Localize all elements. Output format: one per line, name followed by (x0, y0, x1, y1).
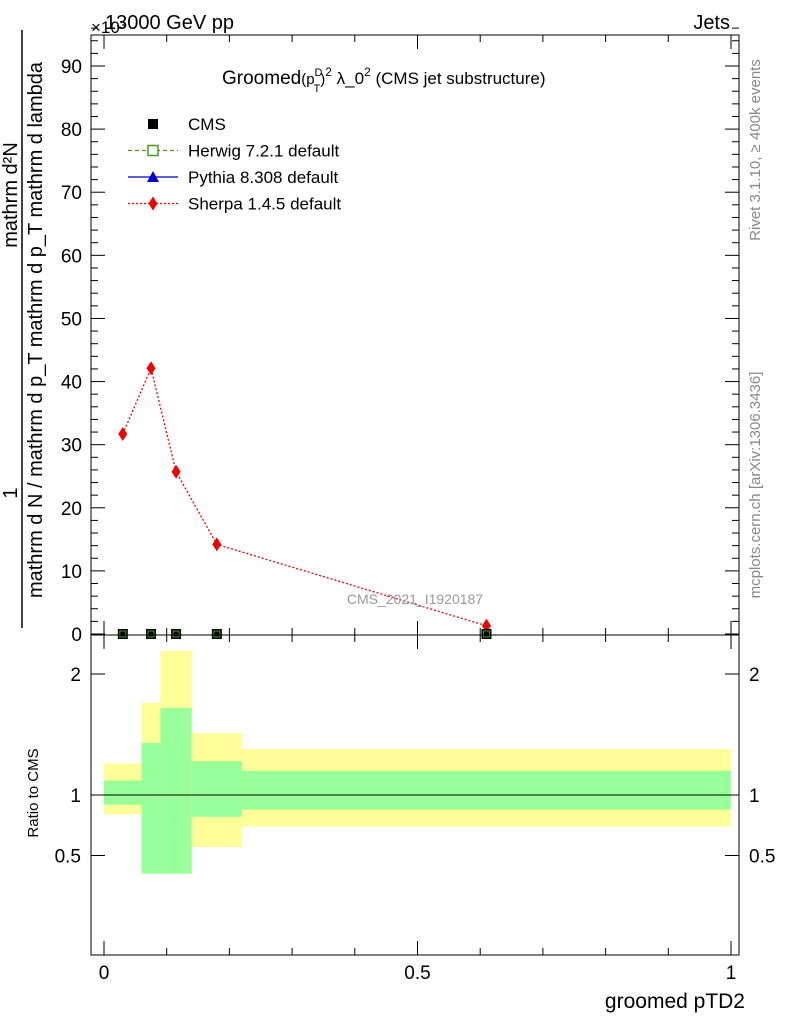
legend-marker-pythia (147, 171, 159, 182)
ratio-y-tick-label: 2 (70, 665, 81, 686)
ratio-y-tick-label-right: 1 (749, 786, 760, 807)
cms-point (117, 629, 128, 639)
ratio-x-axis: 0 0.5 1 (99, 635, 737, 984)
cms-point (211, 629, 222, 639)
main-y-tick-label: 10 (61, 562, 82, 583)
sherpa-point (212, 537, 222, 552)
legend-entry-label: Herwig 7.2.1 default (188, 142, 339, 161)
main-y-tick-label: 70 (61, 183, 82, 204)
main-y-tick-label: 90 (61, 57, 82, 78)
legend-marker-sherpa (148, 196, 158, 211)
title-pre: Groomed (222, 68, 301, 89)
main-series (117, 361, 492, 639)
legend-marker-herwig (147, 144, 159, 157)
axis-multiplier: ×10³ (91, 18, 126, 37)
main-y-tick-label: 0 (71, 625, 82, 646)
herwig-point (172, 630, 180, 638)
header-right: Jets (693, 12, 730, 34)
legend-entry-label: Pythia 8.308 default (188, 168, 339, 187)
title-post: (CMS jet substructure) (371, 69, 546, 88)
sherpa-point (171, 464, 181, 479)
ratio-y-tick-label: 0.5 (55, 847, 81, 868)
legend: CMS Herwig 7.2.1 default Pythia 8.308 defa… (128, 115, 341, 214)
ratio-band-inner (141, 742, 161, 874)
sherpa-point (146, 361, 156, 376)
main-y-tick-label: 20 (61, 499, 82, 520)
main-y-axis: 0 10 20 30 40 50 60 70 80 90 (61, 27, 739, 646)
plot-title: Groomed(pD T)2 λ_02 (CMS jet substructure… (222, 65, 546, 95)
main-plot: 0 10 20 30 40 50 60 70 80 90 CMS_2021_I1920187 Gr… (0, 27, 740, 646)
title-sup3: 2 (364, 65, 371, 79)
watermark: CMS_2021_I1920187 (347, 591, 483, 607)
herwig-point (213, 630, 221, 638)
main-y-tick-label: 50 (61, 309, 82, 330)
cms-point (481, 629, 492, 639)
main-y-tick-label: 80 (61, 120, 82, 141)
cms-point (146, 629, 157, 639)
x-tick-label: 0 (99, 963, 110, 984)
herwig-point (147, 630, 155, 638)
main-y-tick-label: 60 (61, 246, 82, 267)
ratio-band-inner (160, 707, 192, 874)
x-tick-label: 0.5 (404, 963, 430, 984)
title-close: ) (320, 71, 325, 88)
herwig-point (482, 630, 490, 638)
x-axis-label: groomed pTD2 (605, 990, 745, 1013)
header-left: 13000 GeV pp (105, 12, 234, 34)
title-mid: λ_0 (332, 69, 364, 88)
herwig-point (119, 630, 127, 638)
sherpa-point (118, 426, 128, 441)
title-sub1: T (314, 83, 321, 95)
main-y-tick-label: 30 (61, 436, 82, 457)
ratio-y-tick-label-right: 2 (749, 665, 760, 686)
main-y-label: mathrm d²N 1 mathrm d N / mathrm d p_T m… (0, 30, 47, 628)
ratio-band-inner (191, 761, 242, 817)
ylabel-numerator: mathrm d²N (0, 142, 22, 248)
legend-marker-cms (148, 119, 158, 129)
legend-entry-label: CMS (188, 115, 226, 134)
title-sup2: 2 (325, 65, 332, 79)
title-p: (p (301, 71, 314, 88)
title-sup1: D (315, 67, 323, 79)
main-y-tick-label: 40 (61, 373, 82, 394)
series-line-sherpa (122, 366, 487, 627)
cms-point (171, 629, 182, 639)
ratio-y-axis: 0.5 0.5 1 1 2 2 (55, 665, 776, 868)
mcplots-label: mcplots.cern.ch [arXiv:1306.3436] (747, 372, 764, 599)
ratio-band-inner (241, 770, 731, 810)
ylabel-one: 1 (0, 487, 22, 498)
ratio-plot: 0.5 0.51 12 2 0 0.5 1 Ratio to CMS groomed pT… (25, 634, 776, 1013)
legend-entry-label: Sherpa 1.4.5 default (188, 195, 341, 214)
rivet-label: Rivet 3.1.10, ≥ 400k events (747, 59, 764, 241)
ylabel-denominator: mathrm d N / mathrm d p_T mathrm d p_T m… (25, 61, 47, 598)
ratio-y-tick-label-right: 0.5 (749, 847, 775, 868)
x-tick-label: 1 (726, 963, 737, 984)
ratio-y-tick-label: 1 (70, 786, 81, 807)
ratio-band-inner (104, 780, 142, 805)
ratio-y-label: Ratio to CMS (25, 748, 42, 837)
ratio-bands (104, 651, 731, 874)
